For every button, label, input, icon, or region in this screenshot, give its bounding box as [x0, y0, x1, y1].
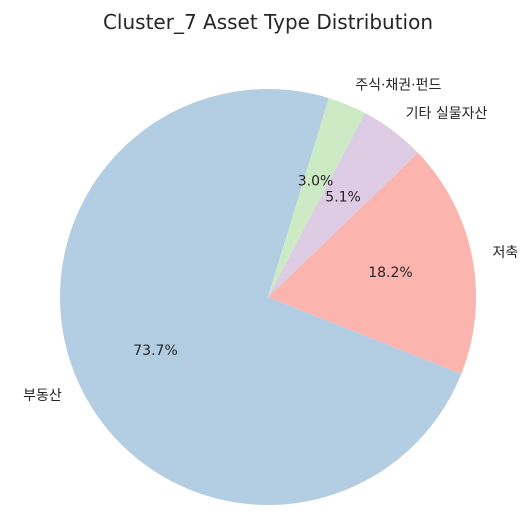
category-label-3: 기타 실물자산 [406, 106, 488, 122]
percent-label-4: 3.0% [298, 174, 334, 190]
pie-slice-1 [59, 88, 462, 505]
category-label-1: 부동산 [23, 388, 62, 404]
pie-slice-4 [268, 98, 366, 297]
pie-slice-2 [268, 152, 477, 374]
percent-label-3: 5.1% [325, 189, 361, 205]
percent-label-2: 18.2% [368, 265, 412, 281]
pie-slice-3 [268, 113, 419, 297]
category-label-4: 주식·채권·펀드 [355, 77, 441, 93]
chart-title: Cluster_7 Asset Type Distribution [103, 10, 433, 34]
pie-labels: 부동산 73.7% 저축 18.2% 기타 실물자산 5.1% 주식·채권·펀드 3.0% [23, 77, 518, 404]
category-label-2: 저축 [493, 245, 519, 261]
pie-slices [59, 88, 477, 505]
percent-label-1: 73.7% [133, 343, 177, 359]
